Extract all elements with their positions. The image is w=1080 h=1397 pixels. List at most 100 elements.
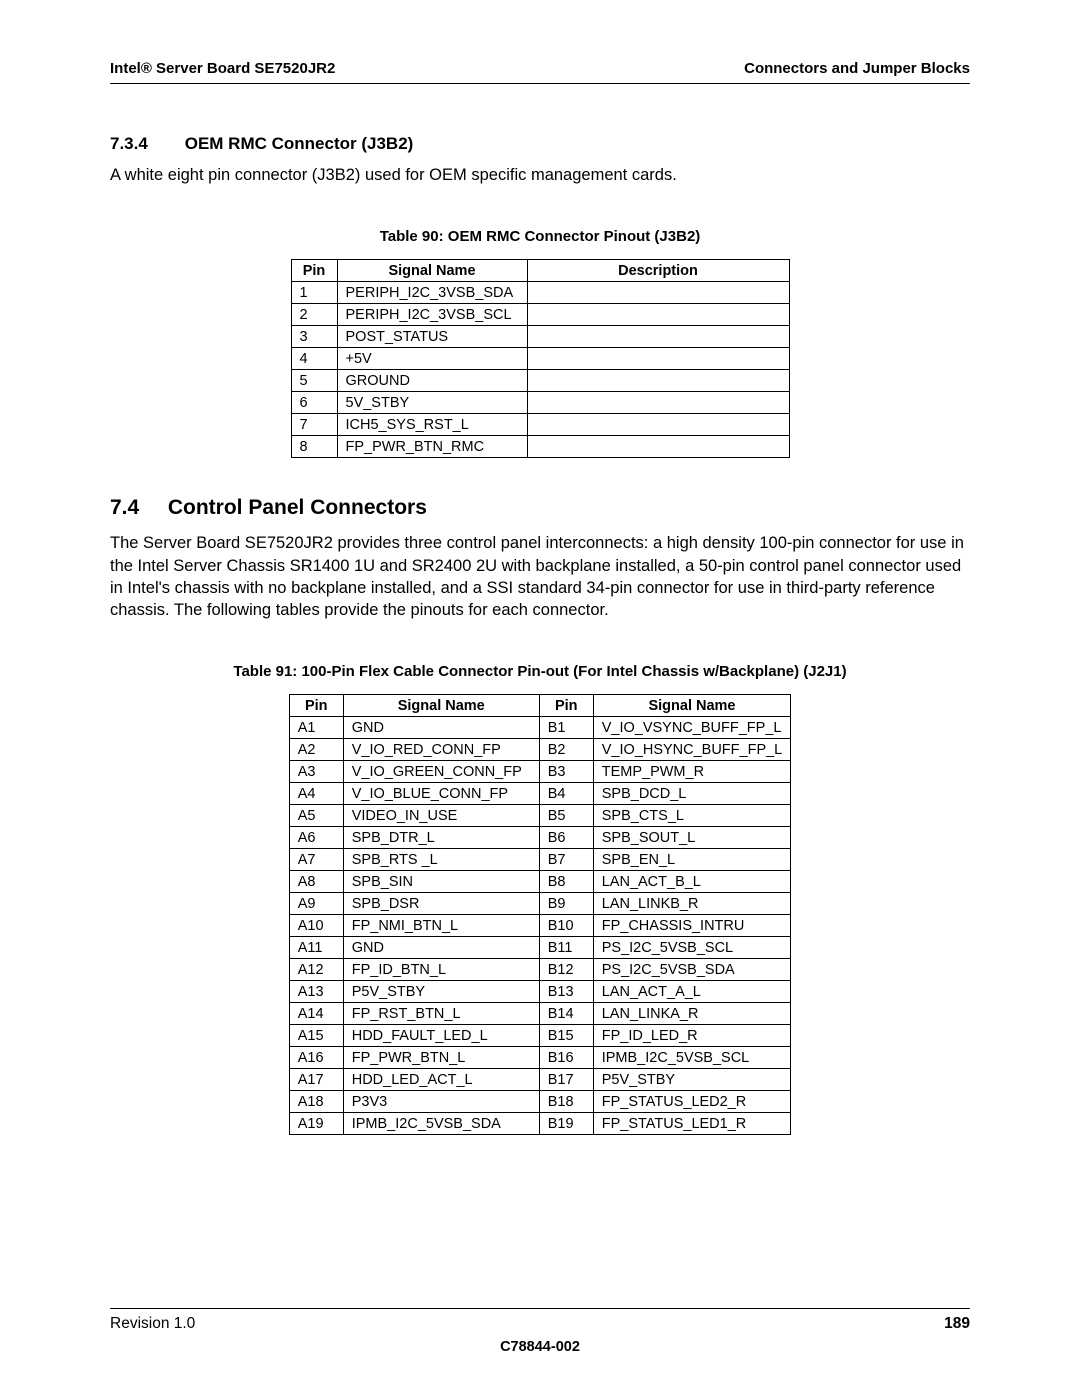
table-cell: SPB_RTS _L: [343, 849, 539, 871]
table-cell: A3: [289, 761, 343, 783]
table-cell: V_IO_HSYNC_BUFF_FP_L: [593, 739, 791, 761]
section-number: 7.4: [110, 496, 162, 520]
table-row: A17HDD_LED_ACT_LB17P5V_STBY: [289, 1069, 791, 1091]
table-cell: [527, 414, 789, 436]
table-row: A8SPB_SINB8LAN_ACT_B_L: [289, 871, 791, 893]
table-cell: FP_ID_BTN_L: [343, 959, 539, 981]
table-cell: GROUND: [337, 370, 527, 392]
table-cell: LAN_LINKA_R: [593, 1003, 791, 1025]
table-cell: B8: [539, 871, 593, 893]
table-header-row: Pin Signal Name Pin Signal Name: [289, 695, 791, 717]
table-cell: 3: [291, 326, 337, 348]
table-cell: 6: [291, 392, 337, 414]
table-cell: B5: [539, 805, 593, 827]
table-row: 3POST_STATUS: [291, 326, 789, 348]
table-cell: [527, 436, 789, 458]
table-header-cell: Signal Name: [343, 695, 539, 717]
table-row: 7ICH5_SYS_RST_L: [291, 414, 789, 436]
table-cell: PS_I2C_5VSB_SDA: [593, 959, 791, 981]
table-row: A3V_IO_GREEN_CONN_FPB3TEMP_PWM_R: [289, 761, 791, 783]
table-cell: TEMP_PWM_R: [593, 761, 791, 783]
table-cell: B3: [539, 761, 593, 783]
table-cell: B4: [539, 783, 593, 805]
section-7-4-paragraph: The Server Board SE7520JR2 provides thre…: [110, 532, 970, 621]
table-row: 1PERIPH_I2C_3VSB_SDA: [291, 282, 789, 304]
section-title: Control Panel Connectors: [168, 496, 427, 519]
page-footer: Revision 1.0 189 C78844-002: [110, 1290, 970, 1355]
header-right: Connectors and Jumper Blocks: [744, 60, 970, 77]
table-91: Pin Signal Name Pin Signal Name A1GNDB1V…: [289, 694, 792, 1135]
table-cell: 5V_STBY: [337, 392, 527, 414]
table-cell: B10: [539, 915, 593, 937]
table-cell: P5V_STBY: [343, 981, 539, 1003]
table-row: A4V_IO_BLUE_CONN_FPB4SPB_DCD_L: [289, 783, 791, 805]
header-rule: [110, 83, 970, 84]
table-cell: [527, 370, 789, 392]
table-cell: 2: [291, 304, 337, 326]
table-row: 8FP_PWR_BTN_RMC: [291, 436, 789, 458]
table-cell: PERIPH_I2C_3VSB_SCL: [337, 304, 527, 326]
table-cell: [527, 326, 789, 348]
table-cell: V_IO_BLUE_CONN_FP: [343, 783, 539, 805]
table-cell: B17: [539, 1069, 593, 1091]
table-row: A7SPB_RTS _LB7SPB_EN_L: [289, 849, 791, 871]
table-cell: SPB_CTS_L: [593, 805, 791, 827]
table-cell: A1: [289, 717, 343, 739]
table-row: A1GNDB1V_IO_VSYNC_BUFF_FP_L: [289, 717, 791, 739]
table-cell: A14: [289, 1003, 343, 1025]
table-cell: A5: [289, 805, 343, 827]
footer-page: 189: [944, 1315, 970, 1333]
table-row: A10FP_NMI_BTN_LB10FP_CHASSIS_INTRU: [289, 915, 791, 937]
table-cell: SPB_SOUT_L: [593, 827, 791, 849]
table-cell: FP_PWR_BTN_L: [343, 1047, 539, 1069]
table-cell: PS_I2C_5VSB_SCL: [593, 937, 791, 959]
table-cell: PERIPH_I2C_3VSB_SDA: [337, 282, 527, 304]
table-cell: HDD_FAULT_LED_L: [343, 1025, 539, 1047]
table-cell: A12: [289, 959, 343, 981]
table-cell: HDD_LED_ACT_L: [343, 1069, 539, 1091]
table-cell: FP_NMI_BTN_L: [343, 915, 539, 937]
table-cell: B19: [539, 1113, 593, 1135]
table-cell: [527, 282, 789, 304]
table-cell: FP_RST_BTN_L: [343, 1003, 539, 1025]
page-header: Intel® Server Board SE7520JR2 Connectors…: [110, 60, 970, 77]
footer-revision: Revision 1.0: [110, 1315, 195, 1333]
table-header-cell: Pin: [539, 695, 593, 717]
section-number: 7.3.4: [110, 134, 180, 154]
table-cell: ICH5_SYS_RST_L: [337, 414, 527, 436]
section-7-3-4-paragraph: A white eight pin connector (J3B2) used …: [110, 164, 970, 186]
table-row: A5VIDEO_IN_USEB5SPB_CTS_L: [289, 805, 791, 827]
table-cell: SPB_DCD_L: [593, 783, 791, 805]
table-cell: A2: [289, 739, 343, 761]
table-cell: A15: [289, 1025, 343, 1047]
table-row: 5GROUND: [291, 370, 789, 392]
table-cell: POST_STATUS: [337, 326, 527, 348]
table-cell: IPMB_I2C_5VSB_SDA: [343, 1113, 539, 1135]
table-row: A13P5V_STBYB13LAN_ACT_A_L: [289, 981, 791, 1003]
table-cell: B16: [539, 1047, 593, 1069]
table-cell: 7: [291, 414, 337, 436]
table-90-caption: Table 90: OEM RMC Connector Pinout (J3B2…: [110, 228, 970, 245]
table-header-cell: Pin: [291, 260, 337, 282]
table-header-cell: Signal Name: [337, 260, 527, 282]
table-cell: [527, 392, 789, 414]
table-cell: SPB_DSR: [343, 893, 539, 915]
table-cell: LAN_ACT_A_L: [593, 981, 791, 1003]
table-cell: B13: [539, 981, 593, 1003]
table-header-cell: Description: [527, 260, 789, 282]
table-cell: V_IO_RED_CONN_FP: [343, 739, 539, 761]
table-cell: B7: [539, 849, 593, 871]
table-90: Pin Signal Name Description 1PERIPH_I2C_…: [291, 259, 790, 458]
table-cell: FP_STATUS_LED1_R: [593, 1113, 791, 1135]
table-cell: SPB_DTR_L: [343, 827, 539, 849]
table-cell: A10: [289, 915, 343, 937]
table-cell: 4: [291, 348, 337, 370]
table-cell: B11: [539, 937, 593, 959]
table-cell: B9: [539, 893, 593, 915]
table-cell: A16: [289, 1047, 343, 1069]
table-row: 2PERIPH_I2C_3VSB_SCL: [291, 304, 789, 326]
table-cell: A4: [289, 783, 343, 805]
table-row: A16FP_PWR_BTN_LB16IPMB_I2C_5VSB_SCL: [289, 1047, 791, 1069]
table-row: A2V_IO_RED_CONN_FPB2V_IO_HSYNC_BUFF_FP_L: [289, 739, 791, 761]
table-cell: LAN_ACT_B_L: [593, 871, 791, 893]
